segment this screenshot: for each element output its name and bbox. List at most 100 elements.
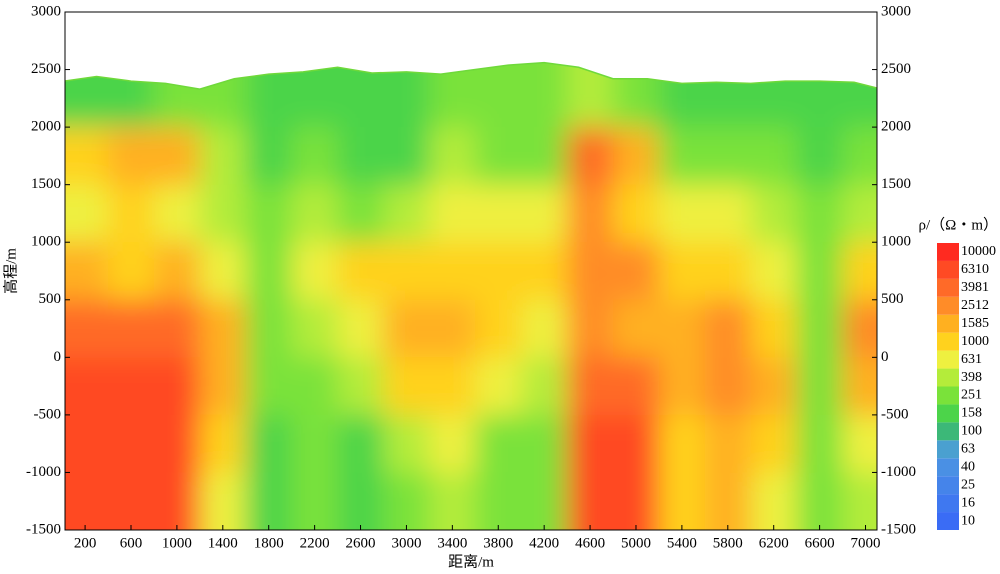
resistivity-cell bbox=[796, 472, 844, 530]
colorbar-label: 6310 bbox=[961, 262, 989, 277]
resistivity-cell bbox=[704, 414, 752, 474]
resistivity-cell bbox=[245, 127, 293, 186]
resistivity-cell bbox=[383, 242, 431, 301]
resistivity-cell bbox=[291, 472, 339, 530]
resistivity-cell bbox=[750, 472, 798, 530]
resistivity-cell bbox=[750, 299, 798, 359]
resistivity-cell bbox=[750, 242, 798, 301]
resistivity-cell bbox=[65, 127, 110, 186]
resistivity-cell bbox=[108, 472, 155, 530]
colorbar-swatch bbox=[937, 494, 959, 513]
resistivity-cell bbox=[383, 127, 431, 186]
resistivity-cell bbox=[108, 184, 155, 244]
x-tick-label: 4600 bbox=[575, 535, 605, 551]
resistivity-cell bbox=[199, 184, 247, 244]
plot-frame bbox=[64, 11, 878, 531]
resistivity-cell bbox=[796, 184, 844, 244]
resistivity-cell bbox=[475, 357, 523, 416]
colorbar-swatch bbox=[937, 260, 959, 279]
resistivity-cell bbox=[108, 357, 155, 416]
colorbar-swatch bbox=[937, 368, 959, 387]
resistivity-cell bbox=[153, 184, 201, 244]
x-tick-label: 1800 bbox=[254, 535, 284, 551]
resistivity-cell bbox=[613, 414, 660, 474]
colorbar-swatch bbox=[937, 512, 959, 530]
resistivity-cell bbox=[613, 299, 660, 359]
resistivity-cell bbox=[613, 127, 660, 186]
x-tick-label: 5400 bbox=[667, 535, 697, 551]
resistivity-cell bbox=[383, 357, 431, 416]
y2-tick-label: 1000 bbox=[881, 234, 911, 250]
resistivity-cell bbox=[199, 299, 247, 359]
resistivity-cell bbox=[337, 357, 385, 416]
resistivity-cell bbox=[567, 357, 615, 416]
x-tick-label: 7000 bbox=[851, 535, 881, 551]
y2-tick-label: 1500 bbox=[881, 176, 911, 192]
resistivity-cell bbox=[245, 414, 293, 474]
resistivity-cell bbox=[383, 299, 431, 359]
resistivity-cell bbox=[521, 414, 569, 474]
colorbar-label: 631 bbox=[961, 352, 982, 367]
resistivity-cell bbox=[65, 357, 110, 416]
colorbar-swatch bbox=[937, 458, 959, 477]
x-tick-label: 1400 bbox=[208, 535, 238, 551]
colorbar-label: 63 bbox=[961, 442, 975, 457]
colorbar-swatch bbox=[937, 476, 959, 495]
x-tick-label: 5800 bbox=[713, 535, 743, 551]
resistivity-cell bbox=[429, 357, 477, 416]
y2-tick-label: -1500 bbox=[881, 521, 916, 537]
resistivity-cell bbox=[567, 414, 615, 474]
x-tick-label: 1000 bbox=[162, 535, 192, 551]
y-tick-label: 2000 bbox=[31, 119, 61, 135]
colorbar-label: 10 bbox=[961, 513, 975, 528]
resistivity-cell bbox=[796, 414, 844, 474]
colorbar-swatch bbox=[937, 278, 959, 297]
resistivity-cell bbox=[521, 184, 569, 244]
y-tick-label: -1500 bbox=[26, 521, 61, 537]
colorbar-swatch bbox=[937, 332, 959, 351]
resistivity-cell bbox=[658, 184, 706, 244]
x-tick-label: 3400 bbox=[437, 535, 467, 551]
resistivity-cell bbox=[199, 242, 247, 301]
x-tick-label: 3000 bbox=[391, 535, 421, 551]
y-tick-label: 0 bbox=[54, 349, 62, 365]
resistivity-cell bbox=[108, 127, 155, 186]
resistivity-cell bbox=[796, 299, 844, 359]
colorbar-label: 10000 bbox=[961, 244, 996, 259]
resistivity-cell bbox=[704, 242, 752, 301]
resistivity-cell bbox=[796, 357, 844, 416]
x-tick-label: 2200 bbox=[300, 535, 330, 551]
resistivity-cell bbox=[796, 127, 844, 186]
resistivity-cell bbox=[337, 184, 385, 244]
x-tick-label: 5000 bbox=[621, 535, 651, 551]
resistivity-cell bbox=[796, 242, 844, 301]
resistivity-cell bbox=[199, 414, 247, 474]
resistivity-cell bbox=[475, 472, 523, 530]
resistivity-cell bbox=[429, 299, 477, 359]
colorbar-label: 16 bbox=[961, 495, 975, 510]
y2-tick-label: 2000 bbox=[881, 119, 911, 135]
x-tick-label: 600 bbox=[120, 535, 143, 551]
resistivity-cell bbox=[199, 357, 247, 416]
resistivity-cell bbox=[153, 242, 201, 301]
resistivity-cell bbox=[291, 414, 339, 474]
resistivity-cell bbox=[291, 357, 339, 416]
resistivity-cell bbox=[475, 242, 523, 301]
colorbar-label: 1585 bbox=[961, 316, 989, 331]
resistivity-cell bbox=[65, 184, 110, 244]
resistivity-cell bbox=[291, 242, 339, 301]
resistivity-cell bbox=[750, 127, 798, 186]
resistivity-cell bbox=[337, 472, 385, 530]
resistivity-cell bbox=[842, 299, 877, 359]
resistivity-cell bbox=[199, 472, 247, 530]
colorbar-swatch bbox=[937, 243, 959, 261]
resistivity-cell bbox=[842, 184, 877, 244]
resistivity-cell bbox=[108, 242, 155, 301]
x-tick-label: 6600 bbox=[805, 535, 835, 551]
resistivity-cell bbox=[429, 472, 477, 530]
resistivity-cell bbox=[704, 472, 752, 530]
resistivity-cell bbox=[613, 242, 660, 301]
resistivity-cell bbox=[750, 357, 798, 416]
resistivity-cell bbox=[567, 127, 615, 186]
